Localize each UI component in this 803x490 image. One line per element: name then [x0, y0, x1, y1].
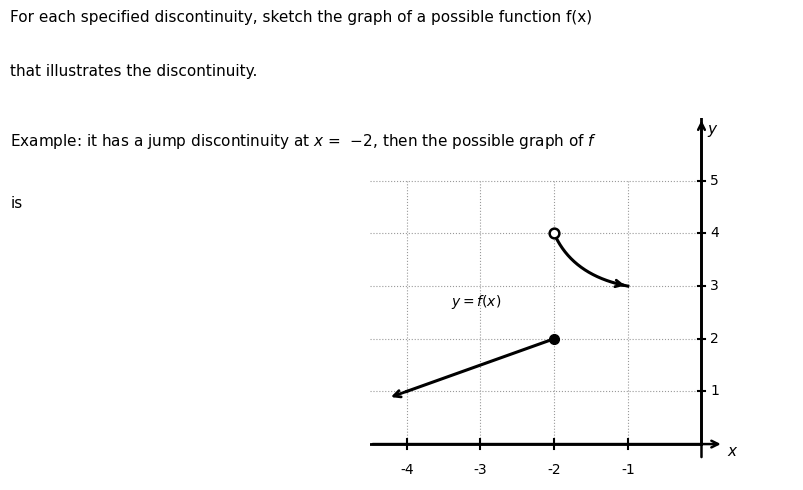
Text: -4: -4	[399, 463, 413, 476]
Text: 3: 3	[710, 279, 718, 293]
Text: is: is	[10, 196, 22, 211]
Text: 4: 4	[710, 226, 718, 241]
Text: 2: 2	[710, 332, 718, 346]
Text: Example: it has a jump discontinuity at $x$ =  $-$2, then the possible graph of : Example: it has a jump discontinuity at …	[10, 132, 597, 151]
Text: -1: -1	[620, 463, 634, 476]
Text: For each specified discontinuity, sketch the graph of a possible function f(x): For each specified discontinuity, sketch…	[10, 10, 592, 25]
Text: $y$: $y$	[707, 123, 718, 139]
Text: -2: -2	[547, 463, 560, 476]
Text: 5: 5	[710, 174, 718, 188]
Text: that illustrates the discontinuity.: that illustrates the discontinuity.	[10, 64, 258, 79]
Text: $y = f(x)$: $y = f(x)$	[450, 293, 500, 311]
Text: 1: 1	[710, 385, 719, 398]
Text: -3: -3	[473, 463, 487, 476]
Text: $x$: $x$	[727, 444, 738, 460]
